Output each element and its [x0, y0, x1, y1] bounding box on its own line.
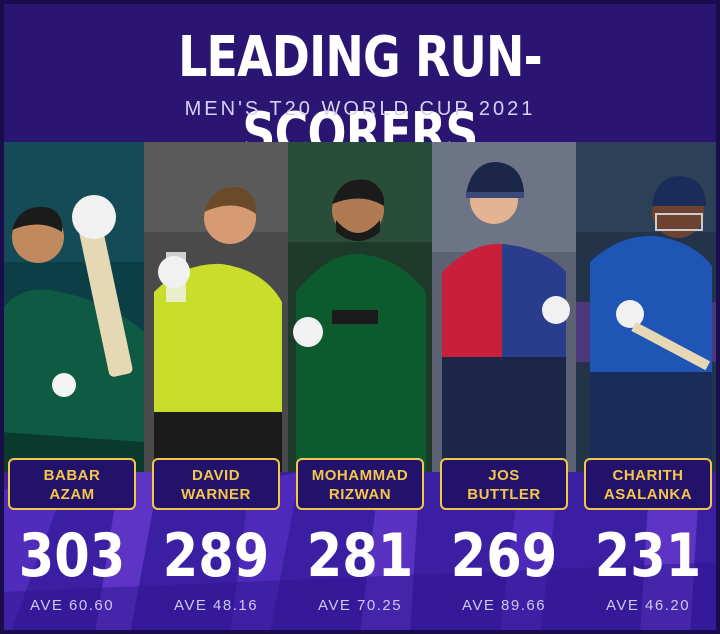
- player-average: AVE 70.25: [317, 597, 403, 614]
- player-name-card: DAVID WARNER: [152, 458, 280, 510]
- player-average: AVE 60.60: [29, 597, 115, 614]
- player-runs: 303: [18, 521, 126, 591]
- player-first-name: JOS: [488, 467, 520, 484]
- player-name-card: CHARITH ASALANKA: [584, 458, 712, 510]
- player-name-card: MOHAMMAD RIZWAN: [296, 458, 424, 510]
- player-first-name: CHARITH: [612, 467, 684, 484]
- player-last-name: WARNER: [181, 486, 251, 503]
- player-average: AVE 89.66: [461, 597, 547, 614]
- player-last-name: AZAM: [49, 486, 95, 503]
- player-first-name: DAVID: [191, 467, 241, 484]
- player-first-name: MOHAMMAD: [311, 467, 409, 484]
- player-last-name: RIZWAN: [328, 486, 392, 503]
- player-runs: 289: [162, 521, 270, 591]
- player-runs: 281: [306, 521, 414, 591]
- player-photo-strip: [0, 142, 720, 472]
- player-name-card: BABAR AZAM: [8, 458, 136, 510]
- player-photo-david-warner: [144, 142, 288, 472]
- player-average: AVE 48.16: [173, 597, 259, 614]
- player-last-name: BUTTLER: [467, 486, 541, 503]
- player-average: AVE 46.20: [605, 597, 691, 614]
- page-subtitle: MEN'S T20 WORLD CUP 2021: [184, 98, 536, 120]
- player-photo-babar-azam: [0, 142, 144, 472]
- player-runs: 269: [450, 521, 558, 591]
- player-runs: 231: [594, 521, 702, 591]
- player-first-name: BABAR: [43, 467, 101, 484]
- player-last-name: ASALANKA: [603, 486, 693, 503]
- player-photo-mohammad-rizwan: [288, 142, 432, 472]
- header: LEADING RUN-SCORERS MEN'S T20 WORLD CUP …: [0, 0, 720, 166]
- player-name-card: JOS BUTTLER: [440, 458, 568, 510]
- player-photo-charith-asalanka: [576, 142, 720, 472]
- player-photo-jos-buttler: [432, 142, 576, 472]
